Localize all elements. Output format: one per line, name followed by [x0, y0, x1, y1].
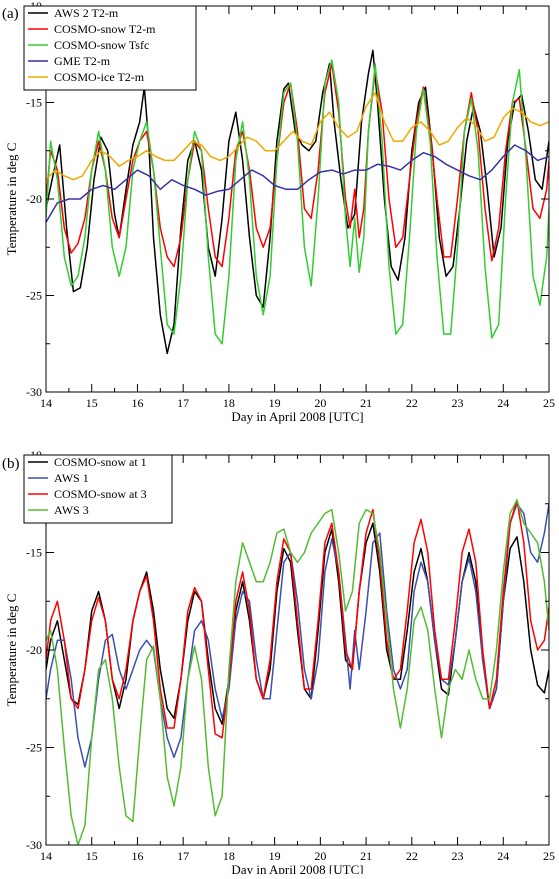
legend-label: COSMO-snow Tsfc	[54, 38, 149, 52]
x-tick-label: 18	[223, 396, 235, 410]
x-tick-label: 19	[269, 849, 281, 863]
x-tick-label: 17	[177, 849, 189, 863]
x-axis-title: Day in April 2008 [UTC]	[231, 862, 363, 874]
legend-label: COSMO-snow at 3	[54, 487, 147, 501]
legend-box	[23, 454, 173, 524]
legend-label: AWS 1	[54, 471, 89, 485]
x-tick-label: 15	[86, 849, 98, 863]
legend-label: COSMO-snow T2-m	[54, 22, 156, 36]
y-tick-label: -25	[26, 289, 42, 303]
series-line-1	[46, 522, 549, 725]
x-tick-label: 15	[86, 396, 98, 410]
y-tick-label: -20	[26, 643, 42, 657]
x-tick-label: 18	[223, 849, 235, 863]
legend-label: AWS 2 T2-m	[54, 6, 119, 20]
x-tick-label: 25	[543, 396, 555, 410]
legend-box	[23, 5, 197, 91]
legend-label: COSMO-snow at 1	[54, 455, 147, 469]
y-tick-label: -30	[26, 838, 42, 852]
y-tick-label: -15	[26, 96, 42, 110]
y-tick-label: -25	[26, 741, 42, 755]
y-tick-label: -15	[26, 546, 42, 560]
x-tick-label: 21	[360, 396, 372, 410]
series-line-2	[46, 503, 549, 768]
series-line-4	[46, 499, 549, 845]
legend: COSMO-snow at 1 AWS 1 COSMO-snow at 3 AWS 3	[23, 454, 173, 524]
x-tick-label: 16	[131, 396, 143, 410]
chart-panel-2: (b)141516171819202122232425-30-25-20-15-…	[2, 448, 555, 877]
x-tick-label: 16	[131, 849, 143, 863]
x-tick-label: 23	[452, 849, 464, 863]
series-line-3	[46, 499, 549, 739]
x-axis-title: Day in April 2008 [UTC]	[231, 409, 363, 424]
x-tick-label: 20	[314, 396, 326, 410]
x-tick-label: 23	[452, 396, 464, 410]
x-tick-label: 24	[497, 849, 509, 863]
x-tick-label: 22	[406, 396, 418, 410]
x-tick-label: 14	[40, 849, 52, 863]
y-axis-title: Temperature in deg C	[4, 143, 19, 256]
legend-label: COSMO-ice T2-m	[54, 70, 145, 84]
x-tick-label: 17	[177, 396, 189, 410]
legend-label: GME T2-m	[54, 54, 111, 68]
legend-label: AWS 3	[54, 503, 89, 517]
series-line-5	[46, 92, 549, 181]
x-tick-label: 21	[360, 849, 372, 863]
series-line-3	[46, 59, 549, 345]
x-tick-label: 24	[497, 396, 509, 410]
x-tick-label: 19	[269, 396, 281, 410]
x-tick-label: 25	[543, 849, 555, 863]
x-tick-label: 14	[40, 396, 52, 410]
panel-label: (a)	[2, 6, 19, 22]
y-axis-title: Temperature in deg C	[4, 594, 19, 707]
x-tick-label: 20	[314, 849, 326, 863]
series-line-1	[46, 49, 549, 355]
legend: AWS 2 T2-m COSMO-snow T2-m COSMO-snow Tsfc…	[23, 5, 197, 91]
y-tick-label: -30	[26, 385, 42, 399]
panel-label: (b)	[2, 456, 20, 472]
chart-panel-1: (a)141516171819202122232425-30-25-20-15-…	[2, 0, 555, 424]
x-tick-label: 22	[406, 849, 418, 863]
series-line-4	[46, 144, 549, 223]
y-tick-label: -20	[26, 192, 42, 206]
